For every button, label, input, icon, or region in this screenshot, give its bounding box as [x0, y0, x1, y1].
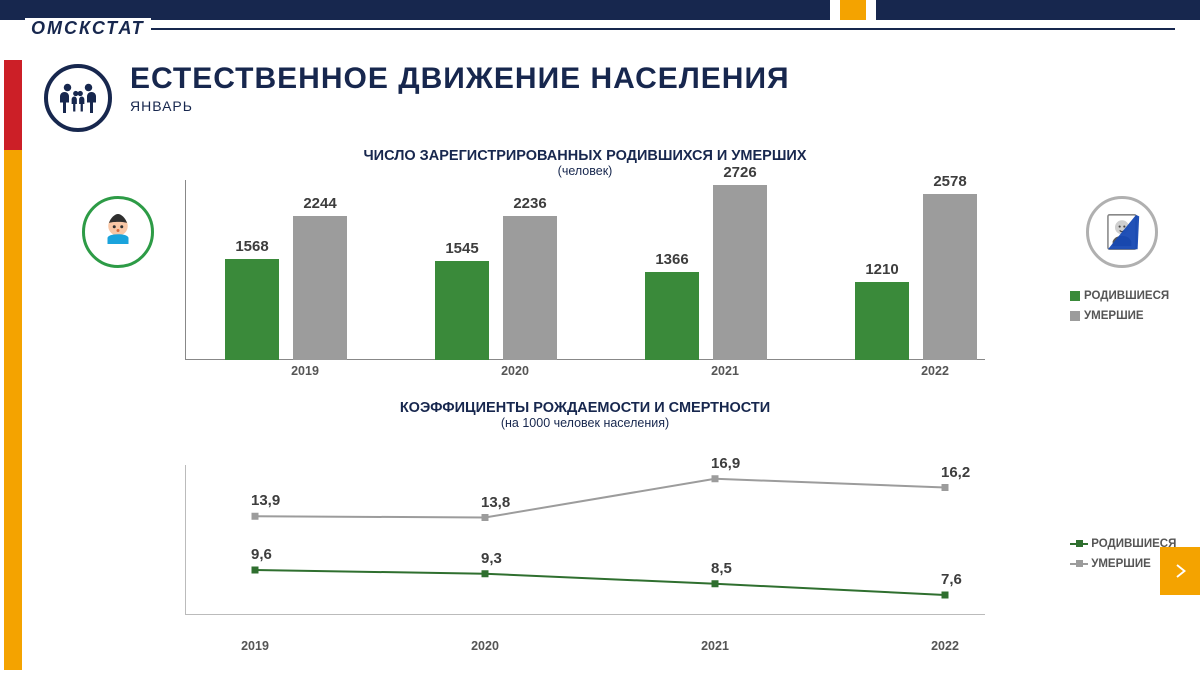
bar: [293, 216, 347, 360]
category-label: 2019: [215, 639, 295, 653]
slide: ОМСКСТАТ ЕСТЕСТВЕННОЕ ДВИЖЕНИЕ НАСЕЛЕНИЯ…: [0, 0, 1200, 675]
page-subtitle: ЯНВАРЬ: [130, 98, 193, 114]
line-chart: 9,69,38,57,613,913,816,916,2201920202021…: [185, 465, 985, 635]
bar-value-label: 2236: [502, 195, 558, 212]
bar: [855, 282, 909, 360]
legend-bar: РОДИВШИЕСЯ УМЕРШИЕ: [1070, 282, 1169, 330]
bar-value-label: 1545: [434, 240, 490, 257]
series-marker: [712, 475, 719, 482]
point-label: 9,3: [481, 550, 502, 567]
legend-dead-2: УМЕРШИЕ: [1091, 558, 1151, 570]
bar-value-label: 2578: [922, 173, 978, 190]
category-label: 2020: [435, 364, 595, 378]
deceased-icon: [1086, 196, 1158, 268]
bar-value-label: 2244: [292, 195, 348, 212]
topbar: [0, 0, 1200, 20]
category-label: 2022: [855, 364, 1015, 378]
series-marker: [252, 513, 259, 520]
bar: [503, 216, 557, 360]
bar-chart: 2019156822442020154522362021136627262022…: [185, 180, 985, 380]
series-line: [255, 570, 945, 595]
series-marker: [482, 514, 489, 521]
brand-label: ОМСКСТАТ: [25, 18, 151, 39]
bar: [645, 272, 699, 360]
chart1-unit: (человек): [185, 164, 985, 178]
point-label: 16,9: [711, 455, 740, 472]
category-label: 2022: [905, 639, 985, 653]
point-label: 13,9: [251, 492, 280, 509]
point-label: 16,2: [941, 464, 970, 481]
chart2-title: КОЭФФИЦИЕНТЫ РОЖДАЕМОСТИ И СМЕРТНОСТИ: [185, 400, 985, 416]
page-title: ЕСТЕСТВЕННОЕ ДВИЖЕНИЕ НАСЕЛЕНИЯ: [130, 62, 790, 96]
category-label: 2020: [445, 639, 525, 653]
next-button[interactable]: [1160, 547, 1200, 595]
category-label: 2019: [225, 364, 385, 378]
point-label: 13,8: [481, 494, 510, 511]
chart1-title: ЧИСЛО ЗАРЕГИСТРИРОВАННЫХ РОДИВШИХСЯ И УМ…: [185, 148, 985, 164]
legend-dead: УМЕРШИЕ: [1084, 310, 1144, 322]
bar: [225, 259, 279, 360]
series-marker: [482, 570, 489, 577]
bar-value-label: 1366: [644, 251, 700, 268]
baby-icon: [82, 196, 154, 268]
series-marker: [942, 484, 949, 491]
legend-born: РОДИВШИЕСЯ: [1084, 290, 1169, 302]
left-decor-gold: [4, 150, 22, 670]
series-marker: [712, 580, 719, 587]
chart2-unit: (на 1000 человек населения): [185, 416, 985, 430]
bar: [713, 185, 767, 360]
point-label: 9,6: [251, 546, 272, 563]
bar-value-label: 1210: [854, 261, 910, 278]
bar-value-label: 1568: [224, 238, 280, 255]
point-label: 8,5: [711, 560, 732, 577]
family-icon: [44, 64, 112, 132]
series-marker: [252, 567, 259, 574]
category-label: 2021: [645, 364, 805, 378]
series-marker: [942, 592, 949, 599]
chart1-titles: ЧИСЛО ЗАРЕГИСТРИРОВАННЫХ РОДИВШИХСЯ И УМ…: [185, 148, 985, 178]
bar: [435, 261, 489, 360]
category-label: 2021: [675, 639, 755, 653]
point-label: 7,6: [941, 571, 962, 588]
series-line: [255, 479, 945, 518]
divider: [25, 28, 1175, 30]
chart2-titles: КОЭФФИЦИЕНТЫ РОЖДАЕМОСТИ И СМЕРТНОСТИ (н…: [185, 400, 985, 430]
left-decor-red: [4, 60, 22, 150]
bar-value-label: 2726: [712, 164, 768, 181]
bar: [923, 194, 977, 360]
